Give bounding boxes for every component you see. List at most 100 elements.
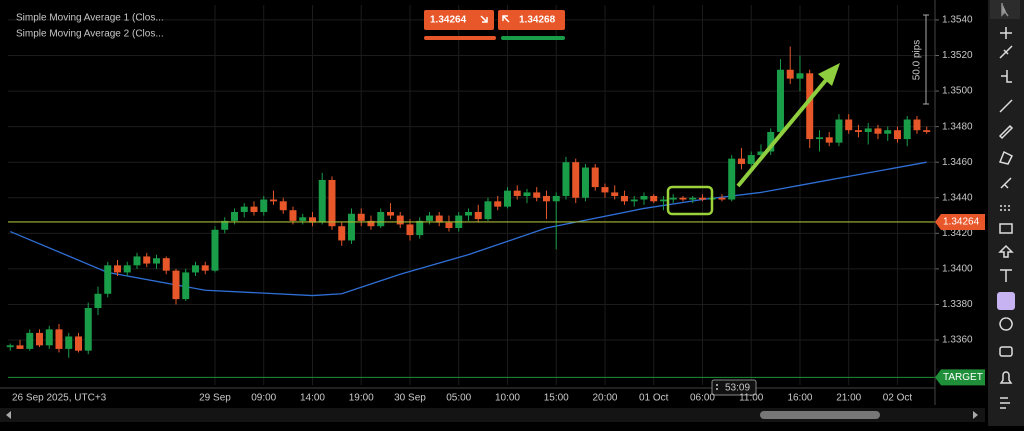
buy-icon: [502, 15, 510, 23]
x-tick-label: 29 Sep: [199, 393, 231, 404]
zoom-tool[interactable]: [1001, 70, 1012, 83]
scroll-track: [0, 408, 985, 422]
candle-body: [65, 336, 73, 349]
brush-tool[interactable]: [998, 150, 1014, 165]
candle-body: [289, 210, 297, 221]
timer-dot: [716, 384, 718, 386]
candle-body: [406, 224, 414, 236]
measure-tool[interactable]: [999, 45, 1013, 59]
text-tool[interactable]: [1000, 269, 1012, 282]
x-tick-label: 14:00: [300, 393, 325, 404]
candle-body: [445, 222, 453, 228]
candle-body: [357, 213, 365, 221]
buy-price[interactable]: 1.34268: [519, 15, 556, 26]
y-tick-label: 1.3420: [942, 228, 973, 239]
y-tick-label: 1.3360: [942, 335, 973, 346]
opacity-tool[interactable]: [999, 317, 1013, 331]
crosshair-tool[interactable]: [1000, 27, 1012, 39]
pencil-tool[interactable]: [1000, 177, 1012, 189]
color-swatch[interactable]: [997, 292, 1015, 310]
candle-body: [611, 192, 619, 196]
candle-body: [494, 201, 502, 207]
line-tool[interactable]: [999, 99, 1013, 113]
legend-entry[interactable]: Simple Moving Average 2 (Clos...: [16, 29, 164, 40]
candle-body: [903, 119, 911, 140]
candle-body: [581, 167, 589, 198]
camera-tool[interactable]: [999, 346, 1013, 357]
scroll-thumb[interactable]: [760, 411, 880, 419]
x-tick-label: 20:00: [592, 393, 617, 404]
x-tick-label: 10:00: [495, 393, 520, 404]
candle-body: [94, 293, 102, 309]
candle-body: [825, 137, 833, 143]
candle-body: [893, 130, 901, 140]
candle-body: [591, 167, 599, 188]
sell-button[interactable]: [424, 10, 494, 30]
candle-body: [260, 199, 268, 212]
trend-arrow-head: [818, 63, 840, 86]
candle-body: [679, 197, 687, 200]
candle-body: [386, 211, 394, 216]
candle-body: [767, 131, 775, 152]
candle-body: [240, 206, 248, 212]
candle-body: [104, 265, 112, 294]
buy-button[interactable]: [498, 10, 565, 30]
y-tick-label: 1.3460: [942, 157, 973, 168]
scroll-right[interactable]: [973, 411, 978, 419]
candle-body: [435, 215, 443, 223]
fib-tool[interactable]: [1000, 205, 1012, 211]
candle-body: [133, 256, 141, 266]
candle-body: [913, 119, 921, 131]
candle-body: [552, 195, 560, 202]
sell-price[interactable]: 1.34264: [430, 15, 467, 26]
arrow-tool[interactable]: [998, 244, 1014, 258]
legend-entry[interactable]: Simple Moving Average 1 (Clos...: [16, 13, 164, 24]
toolbar-selected: [990, 0, 1020, 19]
candle-body: [601, 187, 609, 193]
x-tick-label: 21:00: [836, 393, 861, 404]
sell-icon: [480, 15, 488, 23]
rect-tool[interactable]: [999, 223, 1013, 234]
candle-body: [669, 197, 677, 200]
candle-body: [113, 265, 121, 273]
target-tag-label[interactable]: TARGET: [943, 372, 983, 383]
plot-area: [6, 46, 935, 378]
timer-box: [711, 379, 757, 396]
candle-body: [182, 272, 190, 300]
candle-body: [923, 130, 931, 132]
candle-body: [562, 162, 570, 196]
settings-tool[interactable]: [1000, 397, 1010, 409]
candle-body: [6, 345, 14, 348]
y-tick-label: 1.3520: [942, 50, 973, 61]
candle-body: [757, 151, 765, 156]
candle-body: [854, 130, 862, 132]
candle-body: [318, 179, 326, 223]
candle-body: [718, 197, 726, 200]
candle-body: [484, 201, 492, 220]
x-tick-label: 02 Oct: [883, 393, 913, 404]
target-tag[interactable]: [935, 369, 985, 386]
x-tick-label: 05:00: [446, 393, 471, 404]
candle-body: [35, 332, 43, 346]
candle-body: [299, 217, 307, 221]
trend-arrow: [736, 78, 828, 188]
scroll-left[interactable]: [6, 411, 11, 419]
price-tag: [935, 213, 985, 230]
candle-body: [572, 162, 580, 198]
candle-body: [425, 215, 433, 221]
alert-tool[interactable]: [999, 371, 1013, 384]
candle-body: [776, 69, 784, 132]
x-tick-label: 19:00: [349, 393, 374, 404]
pen-tool[interactable]: [998, 124, 1014, 140]
candle-body: [786, 69, 794, 79]
candle-body: [279, 201, 287, 211]
candle-body: [152, 258, 160, 264]
highlight-box: [666, 185, 714, 216]
sma-line: [9, 161, 927, 297]
candle-body: [640, 195, 648, 200]
candle-body: [698, 197, 706, 200]
x-tick-label: 11:00: [739, 393, 764, 404]
candle-body: [513, 190, 521, 196]
candle-body: [464, 211, 472, 216]
